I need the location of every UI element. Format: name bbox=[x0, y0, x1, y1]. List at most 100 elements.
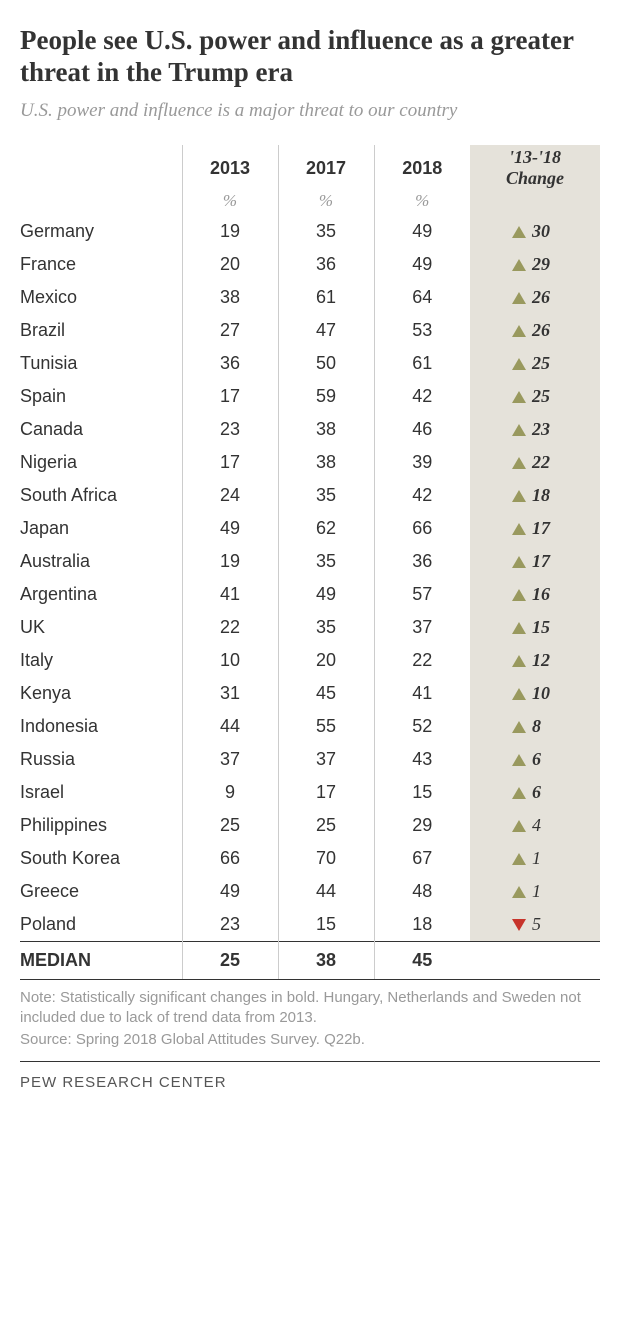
change-value: 30 bbox=[532, 221, 550, 241]
arrow-up-icon bbox=[512, 358, 526, 370]
table-row: South Africa24354218 bbox=[20, 479, 600, 512]
table-row: UK22353715 bbox=[20, 611, 600, 644]
change-cell: 23 bbox=[470, 413, 600, 446]
value-cell: 61 bbox=[278, 281, 374, 314]
value-cell: 24 bbox=[182, 479, 278, 512]
country-cell: France bbox=[20, 248, 182, 281]
change-value: 12 bbox=[532, 650, 550, 670]
change-cell: 8 bbox=[470, 710, 600, 743]
value-cell: 29 bbox=[374, 809, 470, 842]
change-value: 17 bbox=[532, 518, 550, 538]
value-cell: 66 bbox=[182, 842, 278, 875]
value-cell: 67 bbox=[374, 842, 470, 875]
median-label: MEDIAN bbox=[20, 941, 182, 979]
value-cell: 23 bbox=[182, 413, 278, 446]
change-cell: 16 bbox=[470, 578, 600, 611]
header-change: '13-'18 Change bbox=[470, 145, 600, 190]
change-value: 26 bbox=[532, 320, 550, 340]
country-cell: Japan bbox=[20, 512, 182, 545]
footer-attribution: PEW RESEARCH CENTER bbox=[20, 1062, 600, 1091]
note-text: Note: Statistically significant changes … bbox=[20, 979, 600, 1029]
value-cell: 38 bbox=[278, 413, 374, 446]
country-cell: Nigeria bbox=[20, 446, 182, 479]
arrow-up-icon bbox=[512, 523, 526, 535]
change-cell: 25 bbox=[470, 380, 600, 413]
value-cell: 53 bbox=[374, 314, 470, 347]
value-cell: 19 bbox=[182, 215, 278, 248]
value-cell: 59 bbox=[278, 380, 374, 413]
change-value: 17 bbox=[532, 551, 550, 571]
chart-title: People see U.S. power and influence as a… bbox=[20, 24, 600, 89]
change-cell: 4 bbox=[470, 809, 600, 842]
pct-label: % bbox=[182, 191, 278, 215]
change-cell: 25 bbox=[470, 347, 600, 380]
value-cell: 15 bbox=[278, 908, 374, 942]
change-value: 25 bbox=[532, 353, 550, 373]
change-cell: 29 bbox=[470, 248, 600, 281]
value-cell: 9 bbox=[182, 776, 278, 809]
median-row: MEDIAN253845 bbox=[20, 941, 600, 979]
arrow-up-icon bbox=[512, 325, 526, 337]
change-cell: 10 bbox=[470, 677, 600, 710]
country-cell: Russia bbox=[20, 743, 182, 776]
median-value: 25 bbox=[182, 941, 278, 979]
value-cell: 20 bbox=[278, 644, 374, 677]
arrow-up-icon bbox=[512, 589, 526, 601]
country-cell: South Korea bbox=[20, 842, 182, 875]
change-cell: 26 bbox=[470, 314, 600, 347]
table-row: Kenya31454110 bbox=[20, 677, 600, 710]
arrow-up-icon bbox=[512, 688, 526, 700]
change-cell: 26 bbox=[470, 281, 600, 314]
value-cell: 25 bbox=[278, 809, 374, 842]
value-cell: 37 bbox=[374, 611, 470, 644]
country-cell: Philippines bbox=[20, 809, 182, 842]
country-cell: Germany bbox=[20, 215, 182, 248]
value-cell: 57 bbox=[374, 578, 470, 611]
change-cell: 17 bbox=[470, 545, 600, 578]
table-row: Germany19354930 bbox=[20, 215, 600, 248]
change-value: 29 bbox=[532, 254, 550, 274]
pct-label: % bbox=[374, 191, 470, 215]
change-value: 10 bbox=[532, 683, 550, 703]
country-cell: Spain bbox=[20, 380, 182, 413]
value-cell: 27 bbox=[182, 314, 278, 347]
arrow-up-icon bbox=[512, 457, 526, 469]
value-cell: 36 bbox=[278, 248, 374, 281]
value-cell: 41 bbox=[182, 578, 278, 611]
value-cell: 37 bbox=[182, 743, 278, 776]
change-cell: 12 bbox=[470, 644, 600, 677]
value-cell: 17 bbox=[278, 776, 374, 809]
table-row: South Korea6670671 bbox=[20, 842, 600, 875]
value-cell: 37 bbox=[278, 743, 374, 776]
table-row: Greece4944481 bbox=[20, 875, 600, 908]
country-cell: Brazil bbox=[20, 314, 182, 347]
value-cell: 44 bbox=[278, 875, 374, 908]
table-row: Israel917156 bbox=[20, 776, 600, 809]
arrow-up-icon bbox=[512, 721, 526, 733]
value-cell: 55 bbox=[278, 710, 374, 743]
value-cell: 35 bbox=[278, 479, 374, 512]
median-value: 45 bbox=[374, 941, 470, 979]
change-value: 18 bbox=[532, 485, 550, 505]
value-cell: 47 bbox=[278, 314, 374, 347]
change-value: 15 bbox=[532, 617, 550, 637]
table-row: Indonesia4455528 bbox=[20, 710, 600, 743]
change-cell: 6 bbox=[470, 743, 600, 776]
arrow-up-icon bbox=[512, 391, 526, 403]
table-row: Argentina41495716 bbox=[20, 578, 600, 611]
value-cell: 39 bbox=[374, 446, 470, 479]
arrow-up-icon bbox=[512, 259, 526, 271]
value-cell: 35 bbox=[278, 611, 374, 644]
value-cell: 17 bbox=[182, 446, 278, 479]
change-value: 5 bbox=[532, 914, 541, 934]
arrow-up-icon bbox=[512, 754, 526, 766]
data-table: 2013 2017 2018 '13-'18 Change % % % Germ… bbox=[20, 145, 600, 978]
table-row: Brazil274753 26 bbox=[20, 314, 600, 347]
arrow-up-icon bbox=[512, 886, 526, 898]
arrow-up-icon bbox=[512, 226, 526, 238]
table-row: Philippines2525294 bbox=[20, 809, 600, 842]
value-cell: 49 bbox=[278, 578, 374, 611]
table-row: Japan49626617 bbox=[20, 512, 600, 545]
value-cell: 22 bbox=[182, 611, 278, 644]
value-cell: 15 bbox=[374, 776, 470, 809]
